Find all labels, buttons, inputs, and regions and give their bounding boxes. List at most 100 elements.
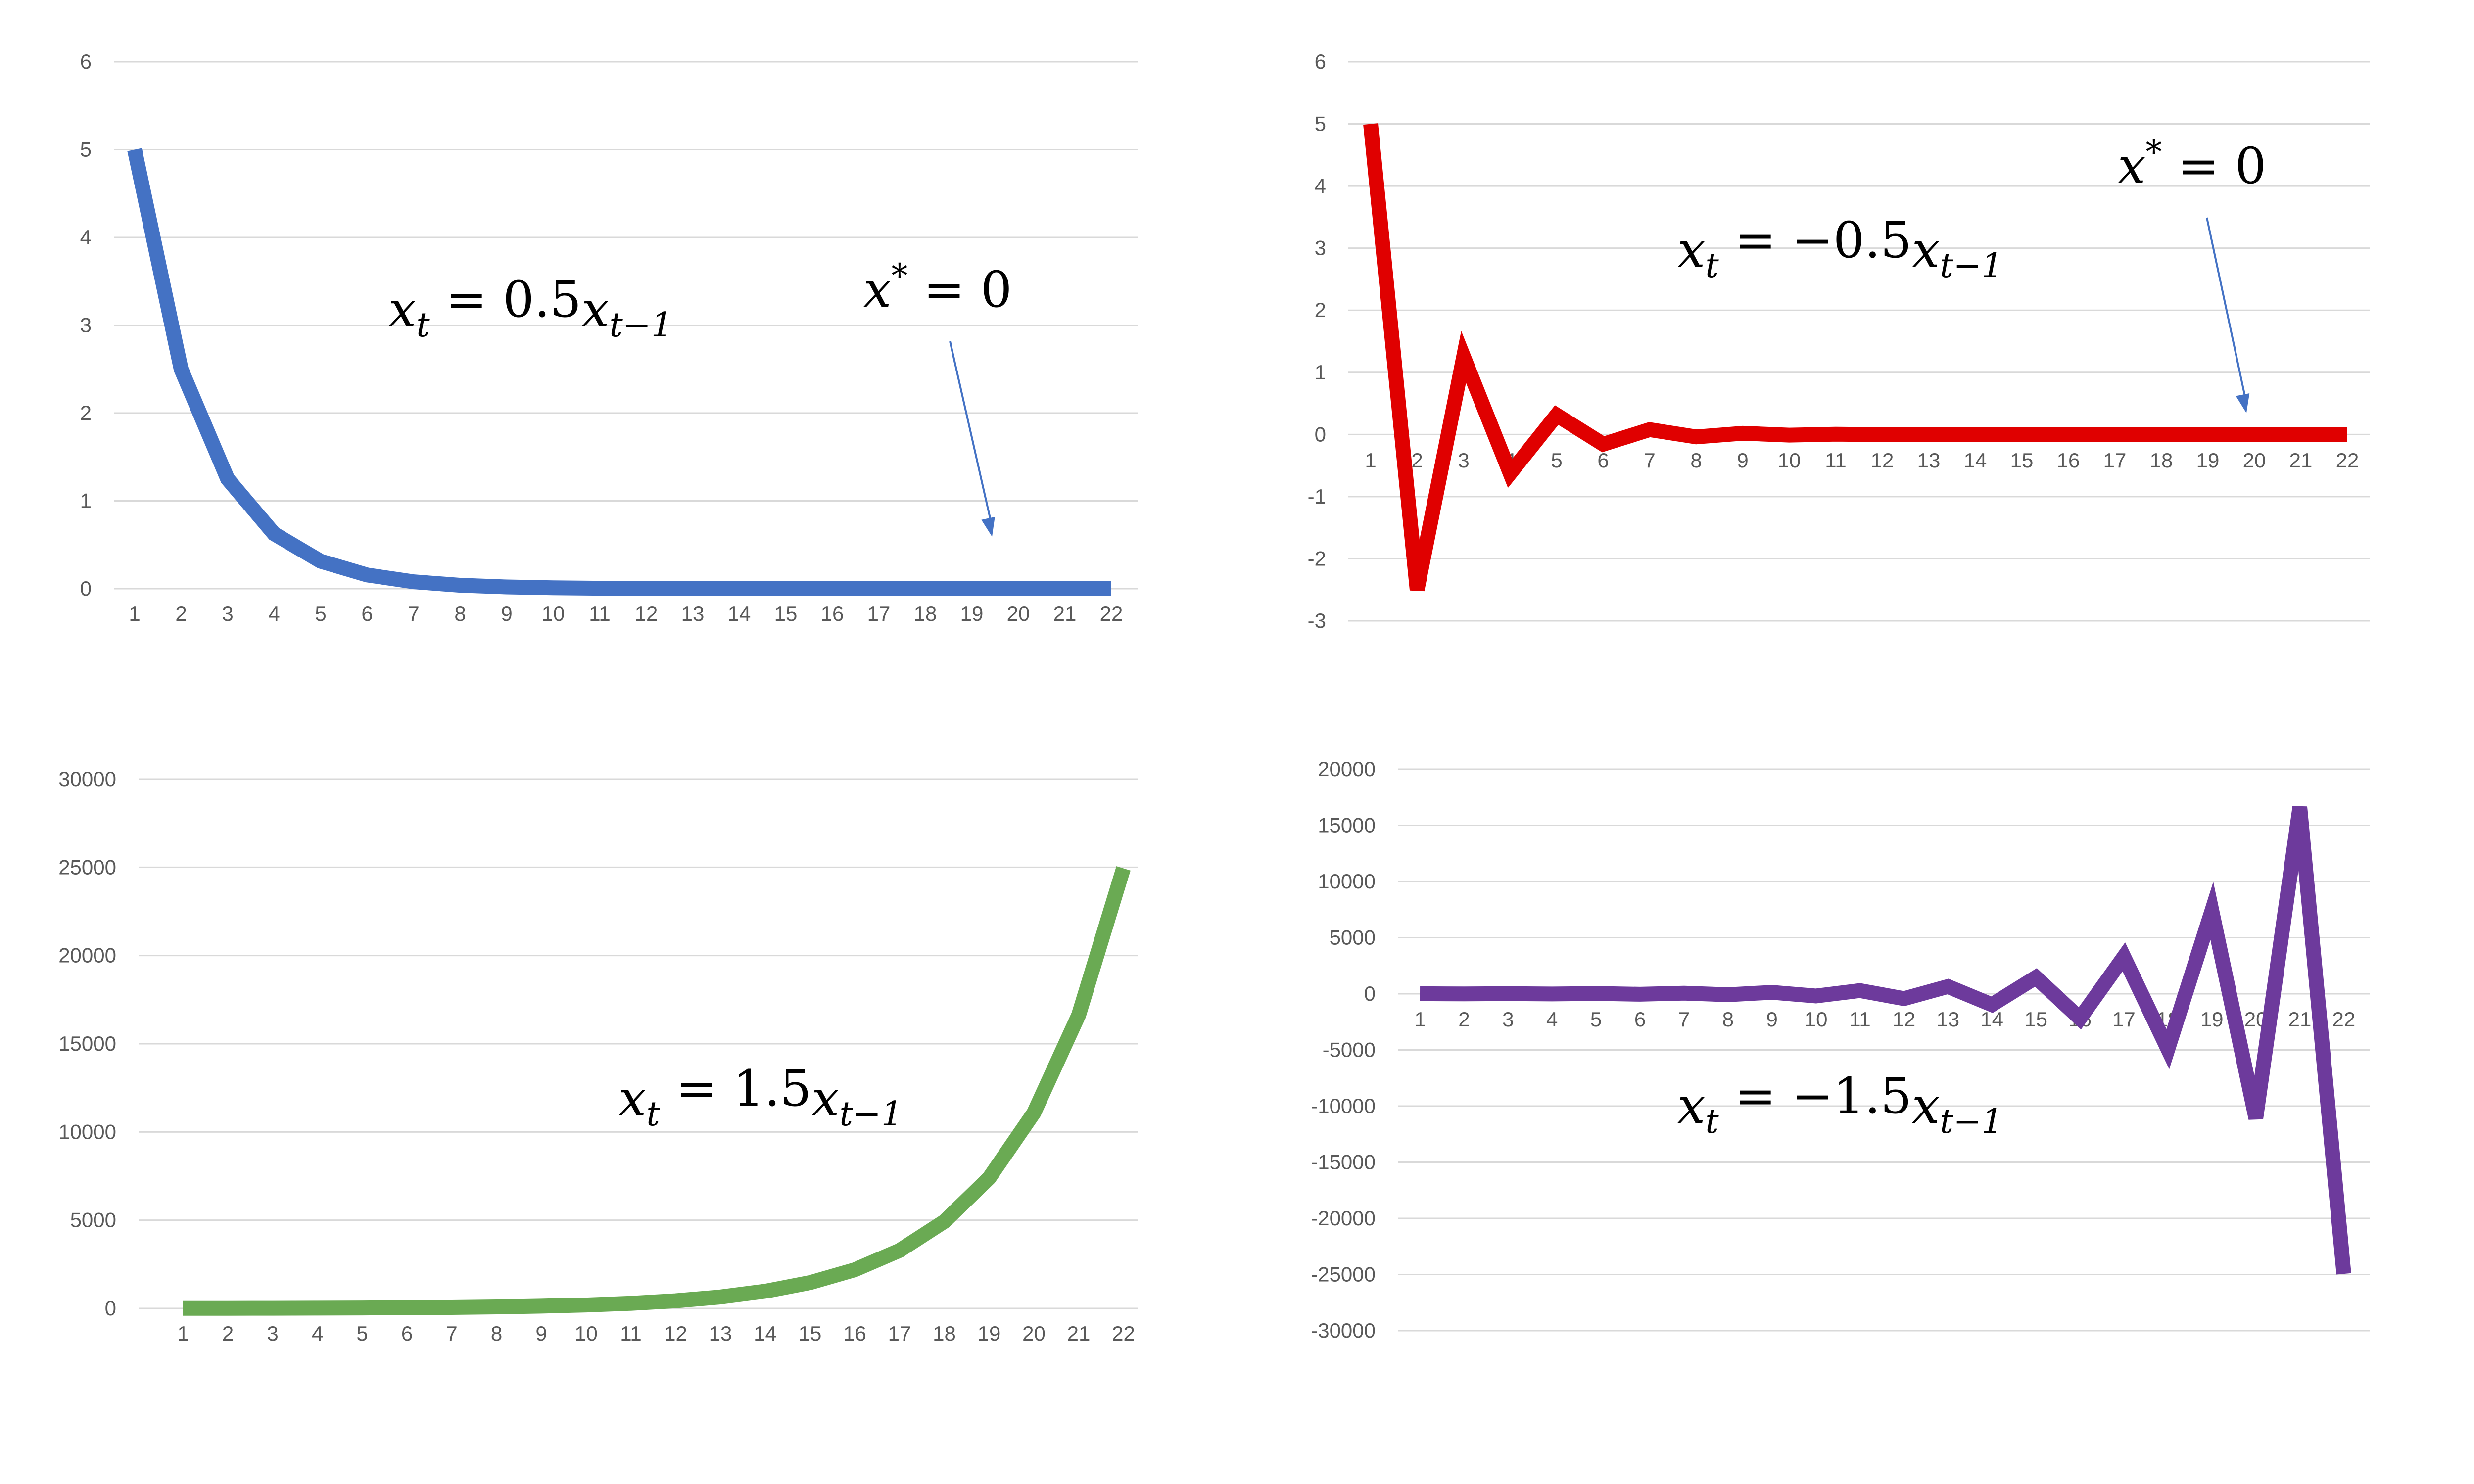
chart-1-fixed-point-var: x xyxy=(863,261,891,319)
chart-3-y-tick-label: 20000 xyxy=(58,944,116,967)
chart-3-x-tick-label: 20 xyxy=(1022,1322,1046,1345)
chart-3-equation-lhs-sub: t xyxy=(646,1095,660,1134)
chart-4-x-tick-label: 1 xyxy=(1414,1008,1426,1031)
chart-3-x-tick-label: 2 xyxy=(222,1322,234,1345)
chart-4-y-tick-label: 5000 xyxy=(1330,926,1376,949)
chart-3-x-tick-label: 4 xyxy=(312,1322,323,1345)
chart-1-x-tick-label: 15 xyxy=(774,602,798,625)
chart-1-x-tick-label: 18 xyxy=(914,602,937,625)
chart-3-y-tick-label: 10000 xyxy=(58,1120,116,1143)
chart-4-equation-rhs: x xyxy=(1912,1077,1940,1135)
chart-1-x-tick-label: 22 xyxy=(1100,602,1123,625)
chart-4-y-tick-label: 10000 xyxy=(1318,870,1376,893)
chart-4-equation-rhs-sub: t−1 xyxy=(1940,1102,2003,1141)
chart-1-arrow-line xyxy=(949,341,993,527)
chart-3-y-tick-label: 0 xyxy=(105,1297,116,1320)
chart-1-x-tick-label: 10 xyxy=(542,602,565,625)
chart-1-fixed-point-label: x* = 0 xyxy=(863,257,1012,319)
chart-1-x-tick-label: 11 xyxy=(589,602,611,625)
chart-3-equation-rhs-sub: t−1 xyxy=(840,1095,903,1134)
chart-1-x-tick-label: 14 xyxy=(728,602,751,625)
chart-3-equation: xt = 1.5xt−1 xyxy=(618,1060,903,1134)
chart-1-x-tick-label: 5 xyxy=(315,602,326,625)
chart-4-x-tick-label: 7 xyxy=(1678,1008,1690,1031)
chart-3-x-tick-label: 16 xyxy=(843,1322,866,1345)
chart-2-x-tick-label: 14 xyxy=(1964,449,1987,472)
chart-panel-1: 0 1 2 3 4 5 6 1 2 3 4 5 6 7 8 9 10 11 12 13 14 15 16 17 18 19 20 21… xyxy=(0,0,1212,717)
chart-panel-3: 0 5000 10000 15000 20000 25000 30000 1 2 3 4 5 6 7 8 9 1… xyxy=(0,0,1212,1484)
chart-2-x-tick-label: 12 xyxy=(1871,449,1894,472)
chart-4-x-tick-label: 2 xyxy=(1458,1008,1470,1031)
chart-2-x-tick-label: 8 xyxy=(1690,449,1702,472)
chart-1-y-tick-label: 1 xyxy=(80,489,92,512)
chart-2-series-line xyxy=(1363,123,2347,592)
chart-2-x-tick-label: 11 xyxy=(1825,449,1847,472)
chart-3-y-tick-label: 5000 xyxy=(70,1208,116,1232)
chart-2-arrow-head xyxy=(2236,393,2250,413)
chart-2-x-tick-label: 15 xyxy=(2010,449,2034,472)
chart-1-equation: xt = 0.5xt−1 xyxy=(388,271,672,345)
chart-3-x-tick-label: 5 xyxy=(356,1322,368,1345)
chart-4-y-tick-label: 20000 xyxy=(1318,757,1376,781)
chart-4-y-tick-label: -10000 xyxy=(1311,1094,1376,1117)
chart-1-x-tick-label: 17 xyxy=(867,602,891,625)
chart-2-y-tick-label: 5 xyxy=(1315,112,1326,136)
chart-4-y-tick-label: -15000 xyxy=(1311,1151,1376,1174)
chart-2-x-tick-label: 1 xyxy=(1365,449,1376,472)
chart-1-equation-lhs-sub: t xyxy=(416,306,430,345)
chart-2-fixed-point-label: x* = 0 xyxy=(2118,133,2266,195)
chart-1-equation-mid: = 0.5 xyxy=(430,271,581,328)
chart-1-y-tick-label: 3 xyxy=(80,314,92,337)
chart-1-y-tick-label: 5 xyxy=(80,138,92,161)
chart-1-arrow-head xyxy=(981,516,995,537)
chart-3-y-tick-label: 30000 xyxy=(58,767,116,790)
chart-2-y-tick-label: -3 xyxy=(1308,609,1326,632)
chart-4-x-tick-label: 11 xyxy=(1849,1008,1871,1031)
chart-2-y-tick-label: 0 xyxy=(1315,422,1326,446)
chart-1-equation-lhs: x xyxy=(388,280,416,338)
chart-3-x-tick-label: 13 xyxy=(709,1322,732,1345)
chart-4-y-tick-label: -5000 xyxy=(1323,1038,1376,1062)
chart-4-x-tick-label: 8 xyxy=(1722,1008,1734,1031)
chart-1-equation-rhs-sub: t−1 xyxy=(610,306,673,345)
chart-1-x-tick-label: 20 xyxy=(1007,602,1030,625)
chart-2-y-tick-label: 3 xyxy=(1315,236,1326,260)
chart-2-x-tick-label: 10 xyxy=(1778,449,1801,472)
chart-3-series-line xyxy=(183,866,1131,1316)
chart-3-y-tick-label: 15000 xyxy=(58,1032,116,1055)
chart-1-series-line xyxy=(127,148,1111,596)
chart-1-y-tick-label: 0 xyxy=(80,577,92,600)
chart-1-x-tick-label: 19 xyxy=(960,602,984,625)
chart-2-x-tick-label: 17 xyxy=(2103,449,2127,472)
chart-1-fixed-point-rest: = 0 xyxy=(907,261,1012,319)
chart-1-x-tick-label: 6 xyxy=(361,602,373,625)
chart-1-x-tick-label: 9 xyxy=(501,602,512,625)
chart-2-equation: xt = −0.5xt−1 xyxy=(1677,211,2003,285)
chart-2-fixed-point-rest: = 0 xyxy=(2162,137,2266,195)
chart-3-y-tick-label: 25000 xyxy=(58,855,116,879)
chart-2-y-tick-label: -1 xyxy=(1308,485,1326,508)
chart-1-x-tick-label: 3 xyxy=(222,602,233,625)
chart-3-x-tick-label: 18 xyxy=(933,1322,956,1345)
chart-2-x-tick-label: 19 xyxy=(2196,449,2220,472)
chart-2-fixed-point-var: x xyxy=(2118,137,2145,195)
chart-3-x-tick-label: 21 xyxy=(1067,1322,1091,1345)
chart-4-x-tick-label: 10 xyxy=(1805,1008,1828,1031)
chart-4-x-tick-label: 17 xyxy=(2112,1008,2136,1031)
chart-2-x-tick-label: 16 xyxy=(2057,449,2080,472)
chart-2-x-tick-label: 6 xyxy=(1597,449,1609,472)
chart-4-x-tick-label: 13 xyxy=(1936,1008,1959,1031)
chart-2-x-tick-label: 21 xyxy=(2289,449,2313,472)
chart-4-x-tick-label: 4 xyxy=(1546,1008,1558,1031)
chart-2-equation-lhs-sub: t xyxy=(1705,246,1719,285)
chart-4-x-tick-label: 12 xyxy=(1893,1008,1916,1031)
chart-3-x-tick-label: 10 xyxy=(574,1322,598,1345)
chart-4-equation-mid: = −1.5 xyxy=(1719,1067,1912,1125)
chart-1-x-tick-label: 7 xyxy=(408,602,419,625)
chart-4-equation: xt = −1.5xt−1 xyxy=(1677,1067,2003,1141)
chart-4-y-tick-label: -30000 xyxy=(1311,1319,1376,1342)
chart-1-x-tick-label: 2 xyxy=(175,602,187,625)
